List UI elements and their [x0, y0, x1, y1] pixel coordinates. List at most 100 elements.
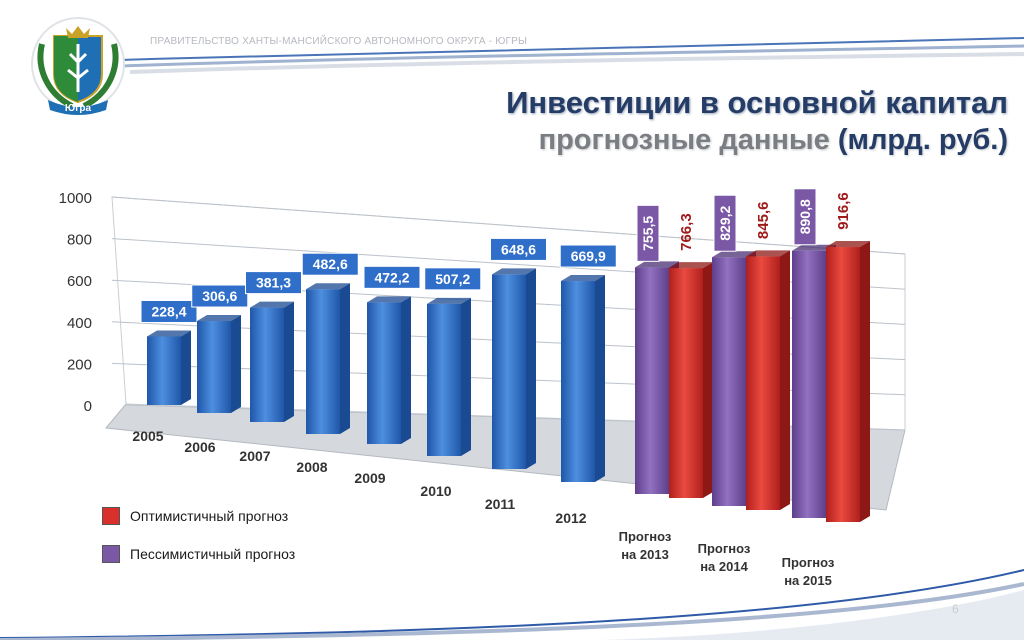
data-label: 890,8: [797, 199, 813, 234]
emblem-label: Югра: [65, 103, 92, 114]
bar-actual-side: [461, 297, 471, 456]
bar-actual: [250, 301, 294, 422]
bar-actual-front: [306, 289, 340, 434]
data-label-box: [559, 244, 617, 268]
x-tick-label: 2009: [354, 470, 385, 486]
government-title: ПРАВИТЕЛЬСТВО ХАНТЫ-МАНСИЙСКОГО АВТОНОМН…: [150, 36, 528, 47]
data-label: 507,2: [435, 271, 470, 287]
bar-actual-side: [401, 296, 411, 444]
bar-actual-front: [250, 307, 284, 422]
data-label-box: [490, 237, 547, 261]
bar-actual-top: [250, 301, 294, 308]
footer-swoosh: [0, 569, 1024, 640]
data-label-box: [140, 299, 198, 323]
y-tick-label: 0: [84, 398, 92, 415]
x-tick-label: 2011: [485, 496, 516, 512]
data-label: 845,6: [755, 202, 772, 240]
data-label-box: [363, 265, 421, 289]
bar-pessimistic-front: [712, 257, 746, 506]
bar-actual-front: [147, 336, 181, 405]
bar-pessimistic-front: [792, 250, 826, 518]
coat-of-arms-icon: Югра: [31, 17, 125, 115]
bar-optimistic-top: [826, 241, 870, 248]
x-tick-label: 2012: [555, 510, 586, 526]
data-label-box: [424, 267, 482, 291]
data-label: 766,3: [678, 213, 695, 251]
bar-pessimistic-top: [635, 261, 679, 268]
slide-title: Инвестиции в основной капитал прогнозные…: [506, 84, 1008, 158]
data-label: 755,5: [640, 216, 656, 251]
data-label: 916,6: [835, 192, 852, 230]
bar-actual-side: [231, 315, 241, 413]
legend: Оптимистичный прогноз Пессимистичный про…: [102, 506, 295, 582]
bar-actual-top: [197, 315, 241, 322]
legend-swatch-pessimistic: [102, 545, 120, 563]
page-number: 6: [952, 602, 959, 616]
bar-optimistic-top: [746, 250, 790, 257]
bar-actual-side: [284, 301, 294, 422]
title-line1: Инвестиции в основной капитал: [506, 85, 1008, 120]
bar-actual-side: [595, 275, 605, 482]
bar-actual-front: [197, 321, 231, 413]
bar-actual: [367, 296, 411, 444]
bar-actual-top: [492, 268, 536, 275]
data-label-box: [636, 204, 660, 262]
data-label: 228,4: [151, 303, 186, 319]
bar-actual: [492, 268, 536, 469]
bar-actual: [561, 275, 605, 482]
bar-pessimistic-front: [635, 267, 669, 494]
data-label-box: [793, 188, 817, 246]
x-tick-label: 2005: [132, 428, 163, 444]
y-tick-label: 800: [67, 232, 92, 249]
bar-actual-front: [427, 303, 461, 456]
data-label: 472,2: [374, 269, 409, 285]
bar-actual: [197, 315, 241, 413]
data-label-box: [191, 284, 249, 308]
bar-actual-front: [561, 281, 595, 482]
data-label: 669,9: [571, 248, 606, 264]
legend-label-optimistic: Оптимистичный прогноз: [130, 508, 289, 524]
bar-actual-top: [367, 296, 411, 303]
data-label: 829,2: [717, 206, 733, 241]
bar-actual-side: [340, 283, 350, 434]
legend-item-pessimistic: Пессимистичный прогноз: [102, 544, 295, 564]
bar-actual-top: [306, 283, 350, 290]
y-tick-label: 1000: [59, 190, 92, 207]
y-tick-label: 400: [67, 315, 92, 332]
bar-actual-front: [367, 302, 401, 444]
bar-actual-side: [526, 268, 536, 469]
bar-actual-side: [181, 330, 191, 405]
y-tick-label: 600: [67, 273, 92, 290]
data-label: 482,6: [313, 256, 348, 272]
gridline: [111, 196, 906, 255]
data-label-box: [301, 252, 359, 276]
title-subtitle: прогнозные данные: [538, 124, 830, 156]
data-label: 648,6: [501, 241, 536, 257]
legend-item-optimistic: Оптимистичный прогноз: [102, 506, 295, 526]
bar-actual-top: [561, 275, 605, 282]
bar-actual-top: [427, 297, 471, 304]
x-tick-label: Прогноз на 2015: [782, 555, 835, 588]
bar-optimistic-side: [860, 241, 870, 522]
legend-swatch-optimistic: [102, 507, 120, 525]
bar-optimistic-front: [826, 247, 860, 522]
x-tick-label: Прогноз на 2014: [698, 541, 751, 574]
bar-pessimistic-top: [792, 244, 836, 251]
data-label: 306,6: [202, 288, 237, 304]
bar-optimistic-front: [746, 256, 780, 510]
data-label-box: [713, 194, 737, 252]
x-tick-label: 2010: [420, 483, 451, 499]
legend-label-pessimistic: Пессимистичный прогноз: [130, 546, 296, 562]
data-label-box: [245, 271, 302, 295]
bar-optimistic-top: [669, 262, 713, 269]
bar-actual: [427, 297, 471, 456]
bar-optimistic-front: [669, 268, 703, 498]
x-tick-label: 2008: [296, 459, 327, 475]
bar-optimistic: [746, 250, 790, 510]
bar-actual-front: [492, 274, 526, 469]
data-label: 381,3: [256, 275, 291, 291]
bar-pessimistic-top: [712, 251, 756, 258]
bar-actual: [306, 283, 350, 434]
x-tick-label: 2006: [184, 439, 215, 455]
